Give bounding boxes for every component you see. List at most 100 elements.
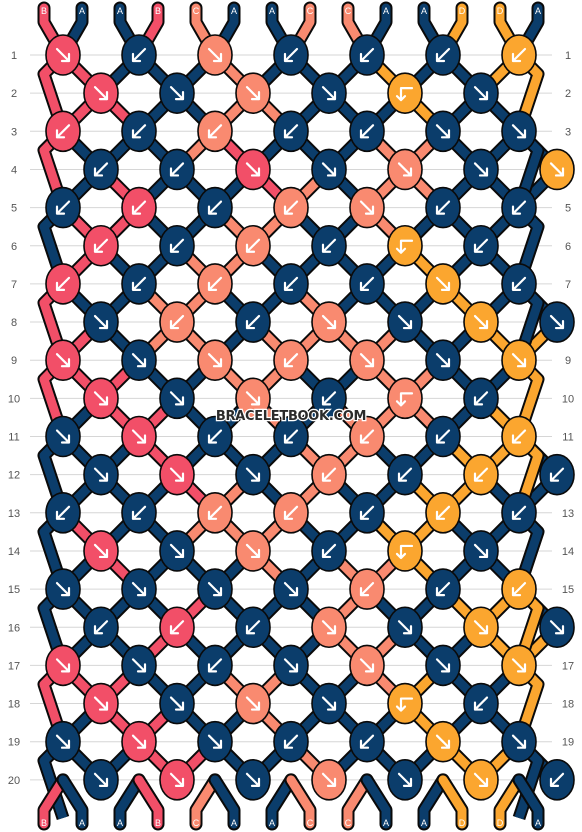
row-number-right: 1 [565, 50, 571, 62]
arrow-down-right-icon [511, 353, 527, 368]
knot [501, 720, 537, 763]
knot [159, 148, 195, 191]
row-number-left: 10 [8, 393, 20, 405]
arrow-left-then-down-icon [395, 544, 414, 560]
arrow-left-then-down-icon [395, 697, 414, 712]
knot [273, 415, 309, 458]
knot [197, 720, 233, 763]
knot [501, 415, 537, 458]
strand-letter-top: A [79, 6, 85, 16]
knot [425, 34, 461, 76]
arrow-down-right-icon [359, 658, 375, 673]
knot [83, 72, 119, 114]
knot [159, 453, 195, 496]
arrow-down-right-icon [473, 543, 489, 559]
arrow-down-right-icon [321, 86, 337, 101]
knot [159, 606, 195, 649]
knot [45, 644, 81, 687]
strand-end-bottom [419, 775, 448, 829]
arrow-down-right-icon [245, 86, 261, 101]
knot [425, 491, 461, 534]
knot [273, 568, 309, 610]
arrow-down-left-icon [93, 162, 109, 177]
knot [197, 415, 233, 458]
arrow-down-left-icon [93, 620, 109, 635]
arrow-down-left-icon [245, 314, 261, 330]
arrow-down-right-icon [207, 734, 223, 749]
strand-letter-bottom: C [193, 818, 200, 828]
arrow-down-left-icon [207, 429, 223, 444]
knot [387, 148, 423, 191]
arrow-down-left-icon [359, 429, 375, 444]
knot [501, 110, 537, 153]
arrow-down-right-icon [55, 353, 71, 368]
knot [311, 301, 347, 343]
knot-grid [45, 34, 575, 801]
arrow-down-right-icon [55, 429, 71, 444]
arrow-down-left-icon [359, 276, 375, 291]
arrow-down-left-icon [283, 200, 299, 215]
arrow-down-right-icon [283, 658, 299, 673]
knot [197, 644, 233, 687]
arrow-down-left-icon [321, 467, 337, 482]
knot [45, 263, 81, 305]
knot [197, 339, 233, 382]
row-number-right: 11 [562, 432, 573, 444]
knot [425, 568, 461, 610]
arrow-down-left-icon [283, 276, 299, 291]
arrow-down-right-icon [93, 314, 109, 330]
knot [45, 34, 81, 76]
arrow-down-left-icon [549, 772, 565, 787]
knot-shape [387, 682, 423, 725]
knot [501, 263, 537, 305]
strand-letter-top: A [117, 6, 123, 16]
arrow-down-left-icon [473, 238, 489, 253]
arrow-down-right-icon [511, 734, 527, 749]
knot [159, 72, 195, 114]
row-number-left: 5 [11, 203, 17, 215]
arrow-down-left-icon [131, 276, 147, 291]
row-number-left: 3 [11, 126, 17, 138]
arrow-down-left-icon [207, 658, 223, 673]
arrow-down-left-icon [283, 734, 299, 749]
knot [45, 339, 81, 382]
knot [159, 377, 195, 420]
site-watermark: BRACELETBOOK.COM [216, 409, 366, 424]
knot [121, 110, 157, 153]
knot [235, 148, 271, 191]
knot [83, 682, 119, 725]
strand-end-bottom [191, 775, 220, 829]
strand-end-bottom [58, 775, 87, 829]
knot [425, 339, 461, 382]
knot [311, 606, 347, 649]
knot [235, 606, 271, 649]
knot [463, 148, 499, 191]
row-number-right: 9 [565, 355, 571, 367]
knot [463, 530, 499, 572]
arrow-down-left-icon [321, 543, 337, 559]
arrow-left-then-down-icon [395, 239, 414, 254]
arrow-down-right-icon [397, 772, 413, 787]
row-number-right: 3 [565, 126, 571, 138]
arrow-down-right-icon [435, 276, 451, 291]
arrow-down-right-icon [245, 467, 261, 482]
knot [83, 453, 119, 496]
arrow-down-right-icon [93, 543, 109, 559]
arrow-down-right-icon [549, 314, 565, 330]
arrow-down-right-icon [473, 772, 489, 787]
knot [387, 224, 423, 267]
arrow-down-right-icon [435, 658, 451, 673]
knot [121, 568, 157, 610]
knot [235, 377, 271, 420]
knot [425, 186, 461, 229]
row-number-right: 10 [562, 393, 574, 405]
strand-end-bottom [343, 775, 372, 829]
arrow-down-right-icon [473, 314, 489, 330]
row-number-left: 4 [11, 164, 17, 176]
knot [45, 110, 81, 153]
knot [387, 377, 423, 420]
row-number-right: 18 [562, 699, 574, 711]
knot [501, 644, 537, 687]
arrow-down-right-icon [435, 124, 451, 139]
arrow-down-right-icon [245, 162, 261, 177]
